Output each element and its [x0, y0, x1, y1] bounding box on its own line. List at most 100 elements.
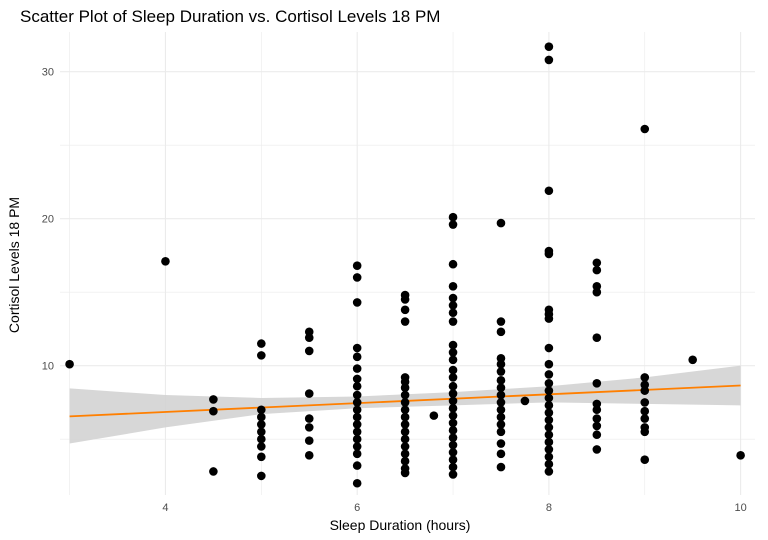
data-point: [592, 265, 602, 275]
data-point: [400, 449, 410, 459]
data-point: [400, 398, 410, 407]
data-point: [448, 381, 458, 391]
data-point: [448, 220, 458, 229]
data-point: [592, 333, 602, 343]
data-point: [304, 423, 314, 432]
data-point: [209, 406, 218, 416]
data-point: [544, 401, 554, 410]
data-point: [400, 295, 410, 304]
data-point: [592, 258, 602, 268]
chart-title: Scatter Plot of Sleep Duration vs. Corti…: [20, 7, 440, 26]
data-point: [448, 348, 458, 357]
data-point: [448, 403, 458, 413]
data-point: [448, 426, 458, 435]
data-point: [257, 405, 266, 415]
data-point: [400, 305, 410, 315]
data-point: [448, 340, 458, 350]
data-point: [544, 249, 554, 259]
data-point: [448, 308, 458, 318]
data-point: [520, 396, 530, 406]
data-point: [448, 470, 458, 479]
data-point: [496, 354, 506, 363]
data-point: [352, 442, 362, 451]
data-point: [448, 440, 458, 450]
data-point: [592, 399, 602, 409]
data-point: [448, 455, 458, 465]
data-point: [161, 256, 170, 266]
x-tick-label: 6: [354, 502, 360, 514]
data-point: [352, 449, 362, 459]
data-point: [496, 398, 506, 407]
x-tick-label: 8: [546, 502, 552, 514]
data-point: [257, 339, 266, 348]
data-point: [544, 42, 554, 51]
data-point: [448, 365, 458, 375]
data-point: [352, 374, 362, 384]
data-point: [592, 421, 602, 431]
data-point: [592, 405, 602, 415]
data-point: [544, 408, 554, 417]
x-tick-label: 4: [162, 502, 168, 514]
data-point: [736, 451, 745, 460]
data-point: [257, 471, 266, 481]
data-point: [304, 436, 314, 445]
data-point: [400, 420, 410, 429]
data-point: [400, 427, 410, 437]
data-point: [352, 398, 362, 407]
data-point: [496, 420, 506, 429]
data-point: [400, 434, 410, 444]
data-point: [448, 396, 458, 406]
data-point: [640, 455, 650, 465]
data-point: [448, 293, 458, 303]
data-point: [257, 427, 266, 437]
data-point: [592, 414, 602, 423]
data-point: [496, 367, 506, 376]
data-point: [592, 281, 602, 291]
data-point: [496, 405, 506, 415]
tick-labels: 4 6 8 10 10 20 30: [42, 67, 747, 514]
data-point: [352, 427, 362, 437]
data-point: [429, 411, 439, 420]
data-point: [448, 301, 458, 310]
x-tick-label: 10: [734, 502, 746, 514]
data-point: [352, 412, 362, 422]
y-tick-label: 10: [42, 361, 54, 373]
y-axis-title: Cortisol Levels 18 PM: [6, 197, 22, 333]
data-point: [640, 398, 650, 407]
data-point: [448, 448, 458, 457]
data-point: [209, 467, 218, 476]
data-point: [592, 430, 602, 440]
data-point: [448, 212, 458, 222]
data-point: [496, 383, 506, 393]
data-point: [257, 452, 266, 462]
y-tick-label: 20: [42, 214, 54, 226]
data-point: [400, 442, 410, 451]
data-point: [400, 468, 410, 478]
data-point: [544, 186, 554, 196]
data-points: [65, 42, 745, 488]
data-point: [352, 461, 362, 470]
y-tick-label: 30: [42, 67, 54, 79]
data-point: [448, 355, 458, 365]
data-point: [352, 298, 362, 307]
data-point: [304, 333, 314, 343]
data-point: [496, 376, 506, 385]
data-point: [257, 412, 266, 422]
data-point: [544, 459, 554, 469]
data-point: [688, 355, 697, 365]
data-point: [448, 411, 458, 420]
data-point: [544, 467, 554, 476]
data-point: [544, 393, 554, 403]
data-point: [544, 386, 554, 395]
data-point: [400, 412, 410, 422]
data-point: [496, 462, 506, 472]
data-point: [352, 261, 362, 271]
data-point: [592, 287, 602, 297]
data-point: [544, 370, 554, 379]
data-point: [352, 381, 362, 391]
data-point: [257, 434, 266, 444]
data-point: [544, 343, 554, 353]
data-point: [448, 462, 458, 472]
data-point: [496, 359, 506, 369]
